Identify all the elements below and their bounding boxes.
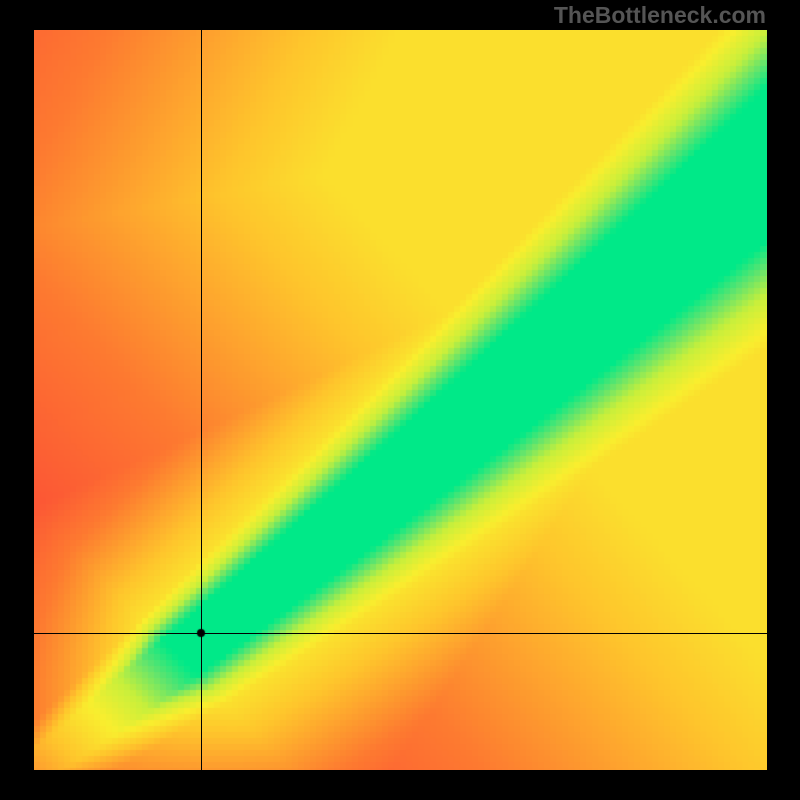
watermark-text: TheBottleneck.com bbox=[554, 2, 766, 29]
crosshair-vertical bbox=[201, 30, 202, 770]
crosshair-point bbox=[196, 628, 206, 638]
crosshair-horizontal bbox=[34, 633, 767, 634]
bottleneck-heatmap bbox=[34, 30, 767, 770]
